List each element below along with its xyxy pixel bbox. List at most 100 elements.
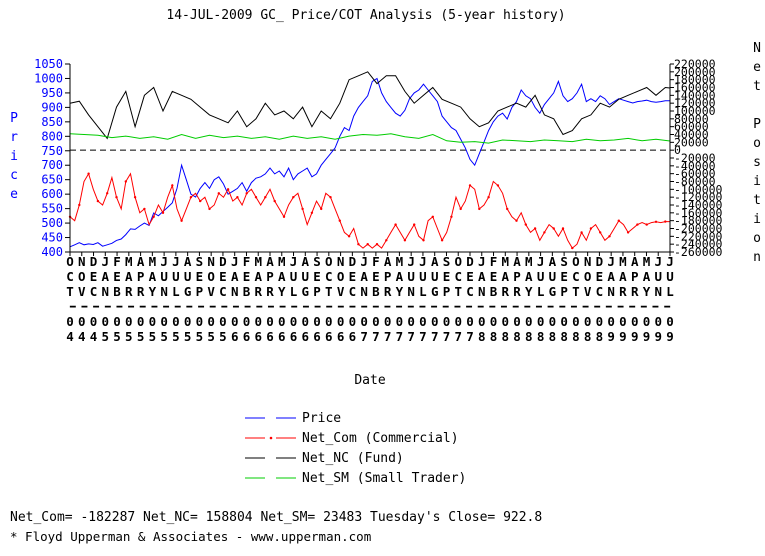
- x-tick-char: O: [454, 254, 462, 269]
- x-tick-char: R: [254, 284, 262, 299]
- x-tick-char: N: [78, 254, 86, 269]
- x-tick-char: V: [337, 284, 345, 299]
- x-tick-char: N: [102, 284, 110, 299]
- x-tick-year-digit: 7: [443, 329, 451, 344]
- y-axis-right-label-char: N: [753, 41, 761, 56]
- x-tick-char: L: [419, 284, 427, 299]
- x-tick-label: APR 07: [384, 254, 392, 344]
- right-tick-label: -220000: [674, 229, 723, 243]
- x-tick-year-digit: 0: [502, 314, 510, 329]
- x-tick-char: U: [654, 269, 662, 284]
- y-axis-left-label-char: c: [10, 168, 18, 183]
- x-tick-char: A: [302, 254, 310, 269]
- x-tick-year-digit: 5: [125, 329, 133, 344]
- x-tick-label: DEC 05: [219, 254, 227, 344]
- left-tick-label: 550: [41, 202, 63, 216]
- x-tick-year-digit: 0: [654, 314, 662, 329]
- x-tick-label: JUN 09: [654, 254, 662, 344]
- x-tick-char: J: [172, 254, 180, 269]
- x-tick-label: OCT 07: [454, 254, 462, 344]
- x-tick-year-digit: 5: [160, 329, 168, 344]
- x-tick-char: G: [549, 284, 557, 299]
- x-tick-char: S: [443, 254, 451, 269]
- x-tick-char: C: [466, 284, 474, 299]
- x-tick-char: R: [631, 284, 639, 299]
- left-tick-label: 1000: [34, 71, 63, 85]
- x-tick-year-digit: 5: [113, 329, 121, 344]
- series-point-net-com-commercial: [552, 227, 555, 230]
- x-tick-char: E: [349, 269, 357, 284]
- x-tick-char: L: [537, 284, 545, 299]
- legend-label: Net_NC (Fund): [302, 451, 404, 466]
- series-point-net-com-commercial: [338, 219, 341, 222]
- right-tick-label: 60000: [674, 120, 709, 134]
- x-tick-char: U: [407, 269, 415, 284]
- x-tick-year-digit: 4: [78, 329, 86, 344]
- x-axis: OCT04NOV04DEC04JAN05FEB05MAR05APR05MAY05…: [66, 251, 674, 344]
- x-tick-year-digit: 0: [219, 314, 227, 329]
- series-point-net-com-commercial: [87, 172, 90, 175]
- x-tick-label: APR 08: [513, 254, 521, 344]
- x-tick-year-digit: 8: [584, 329, 592, 344]
- plot-area: [68, 71, 671, 250]
- x-tick-char: Y: [396, 284, 404, 299]
- y-axis-right-label-char: i: [753, 212, 761, 227]
- left-tick-label: 950: [41, 86, 63, 100]
- x-tick-year-digit: 8: [560, 329, 568, 344]
- x-tick-char: A: [525, 269, 533, 284]
- x-tick-year-digit: 8: [596, 329, 604, 344]
- x-tick-char: C: [325, 269, 333, 284]
- x-tick-year-digit: 0: [666, 314, 674, 329]
- legend-entry: Net_NC (Fund): [245, 451, 404, 466]
- right-tick-label: 20000: [674, 135, 709, 149]
- x-tick-year-digit: 6: [337, 329, 345, 344]
- x-tick-char: E: [443, 269, 451, 284]
- x-tick-char: P: [137, 269, 145, 284]
- x-tick-year-digit: 0: [384, 314, 392, 329]
- left-tick-label: 450: [41, 231, 63, 245]
- right-tick-label: -120000: [674, 190, 723, 204]
- x-tick-year-digit: 5: [137, 329, 145, 344]
- x-tick-label: SEP 07: [443, 254, 451, 344]
- series-point-net-com-commercial: [571, 246, 574, 250]
- left-tick-label: 800: [41, 129, 63, 143]
- x-tick-year-digit: 0: [631, 314, 639, 329]
- x-tick-char: A: [278, 269, 286, 284]
- series-point-net-com-commercial: [161, 211, 165, 214]
- x-tick-year-digit: 6: [254, 329, 262, 344]
- right-tick-label: 200000: [674, 65, 716, 79]
- x-tick-char: A: [231, 269, 239, 284]
- x-tick-year-digit: 0: [490, 314, 498, 329]
- series-point-net-com-commercial: [654, 220, 658, 223]
- x-tick-label: FEB 06: [243, 254, 251, 344]
- x-tick-char: U: [537, 269, 545, 284]
- x-tick-char: L: [172, 284, 180, 299]
- series-point-net-com-commercial: [133, 196, 137, 199]
- x-tick-char: U: [666, 269, 674, 284]
- x-tick-year-digit: 6: [325, 329, 333, 344]
- x-tick-year-digit: 0: [407, 314, 415, 329]
- x-tick-year-digit: 5: [207, 329, 215, 344]
- x-tick-year-digit: 8: [513, 329, 521, 344]
- x-tick-char: B: [243, 284, 251, 299]
- right-tick-label: -100000: [674, 182, 723, 196]
- x-tick-char: C: [454, 269, 462, 284]
- x-tick-char: G: [302, 284, 310, 299]
- series-point-net-com-commercial: [645, 223, 648, 226]
- x-tick-year-digit: 9: [654, 329, 662, 344]
- series-point-net-com-commercial: [394, 223, 397, 226]
- x-tick-char: J: [666, 254, 674, 269]
- x-tick-label: APR 09: [631, 254, 639, 344]
- y-axis-left-label-char: P: [10, 111, 18, 126]
- series-point-net-com-commercial: [357, 243, 360, 246]
- right-tick-label: -80000: [674, 175, 716, 189]
- x-tick-char: F: [490, 254, 498, 269]
- x-tick-char: T: [66, 284, 74, 299]
- x-tick-year-digit: 6: [349, 329, 357, 344]
- x-tick-char: N: [407, 284, 415, 299]
- x-tick-char: C: [572, 269, 580, 284]
- x-tick-char: O: [325, 254, 333, 269]
- x-tick-char: N: [607, 284, 615, 299]
- x-tick-year-digit: 8: [502, 329, 510, 344]
- x-tick-char: R: [619, 284, 627, 299]
